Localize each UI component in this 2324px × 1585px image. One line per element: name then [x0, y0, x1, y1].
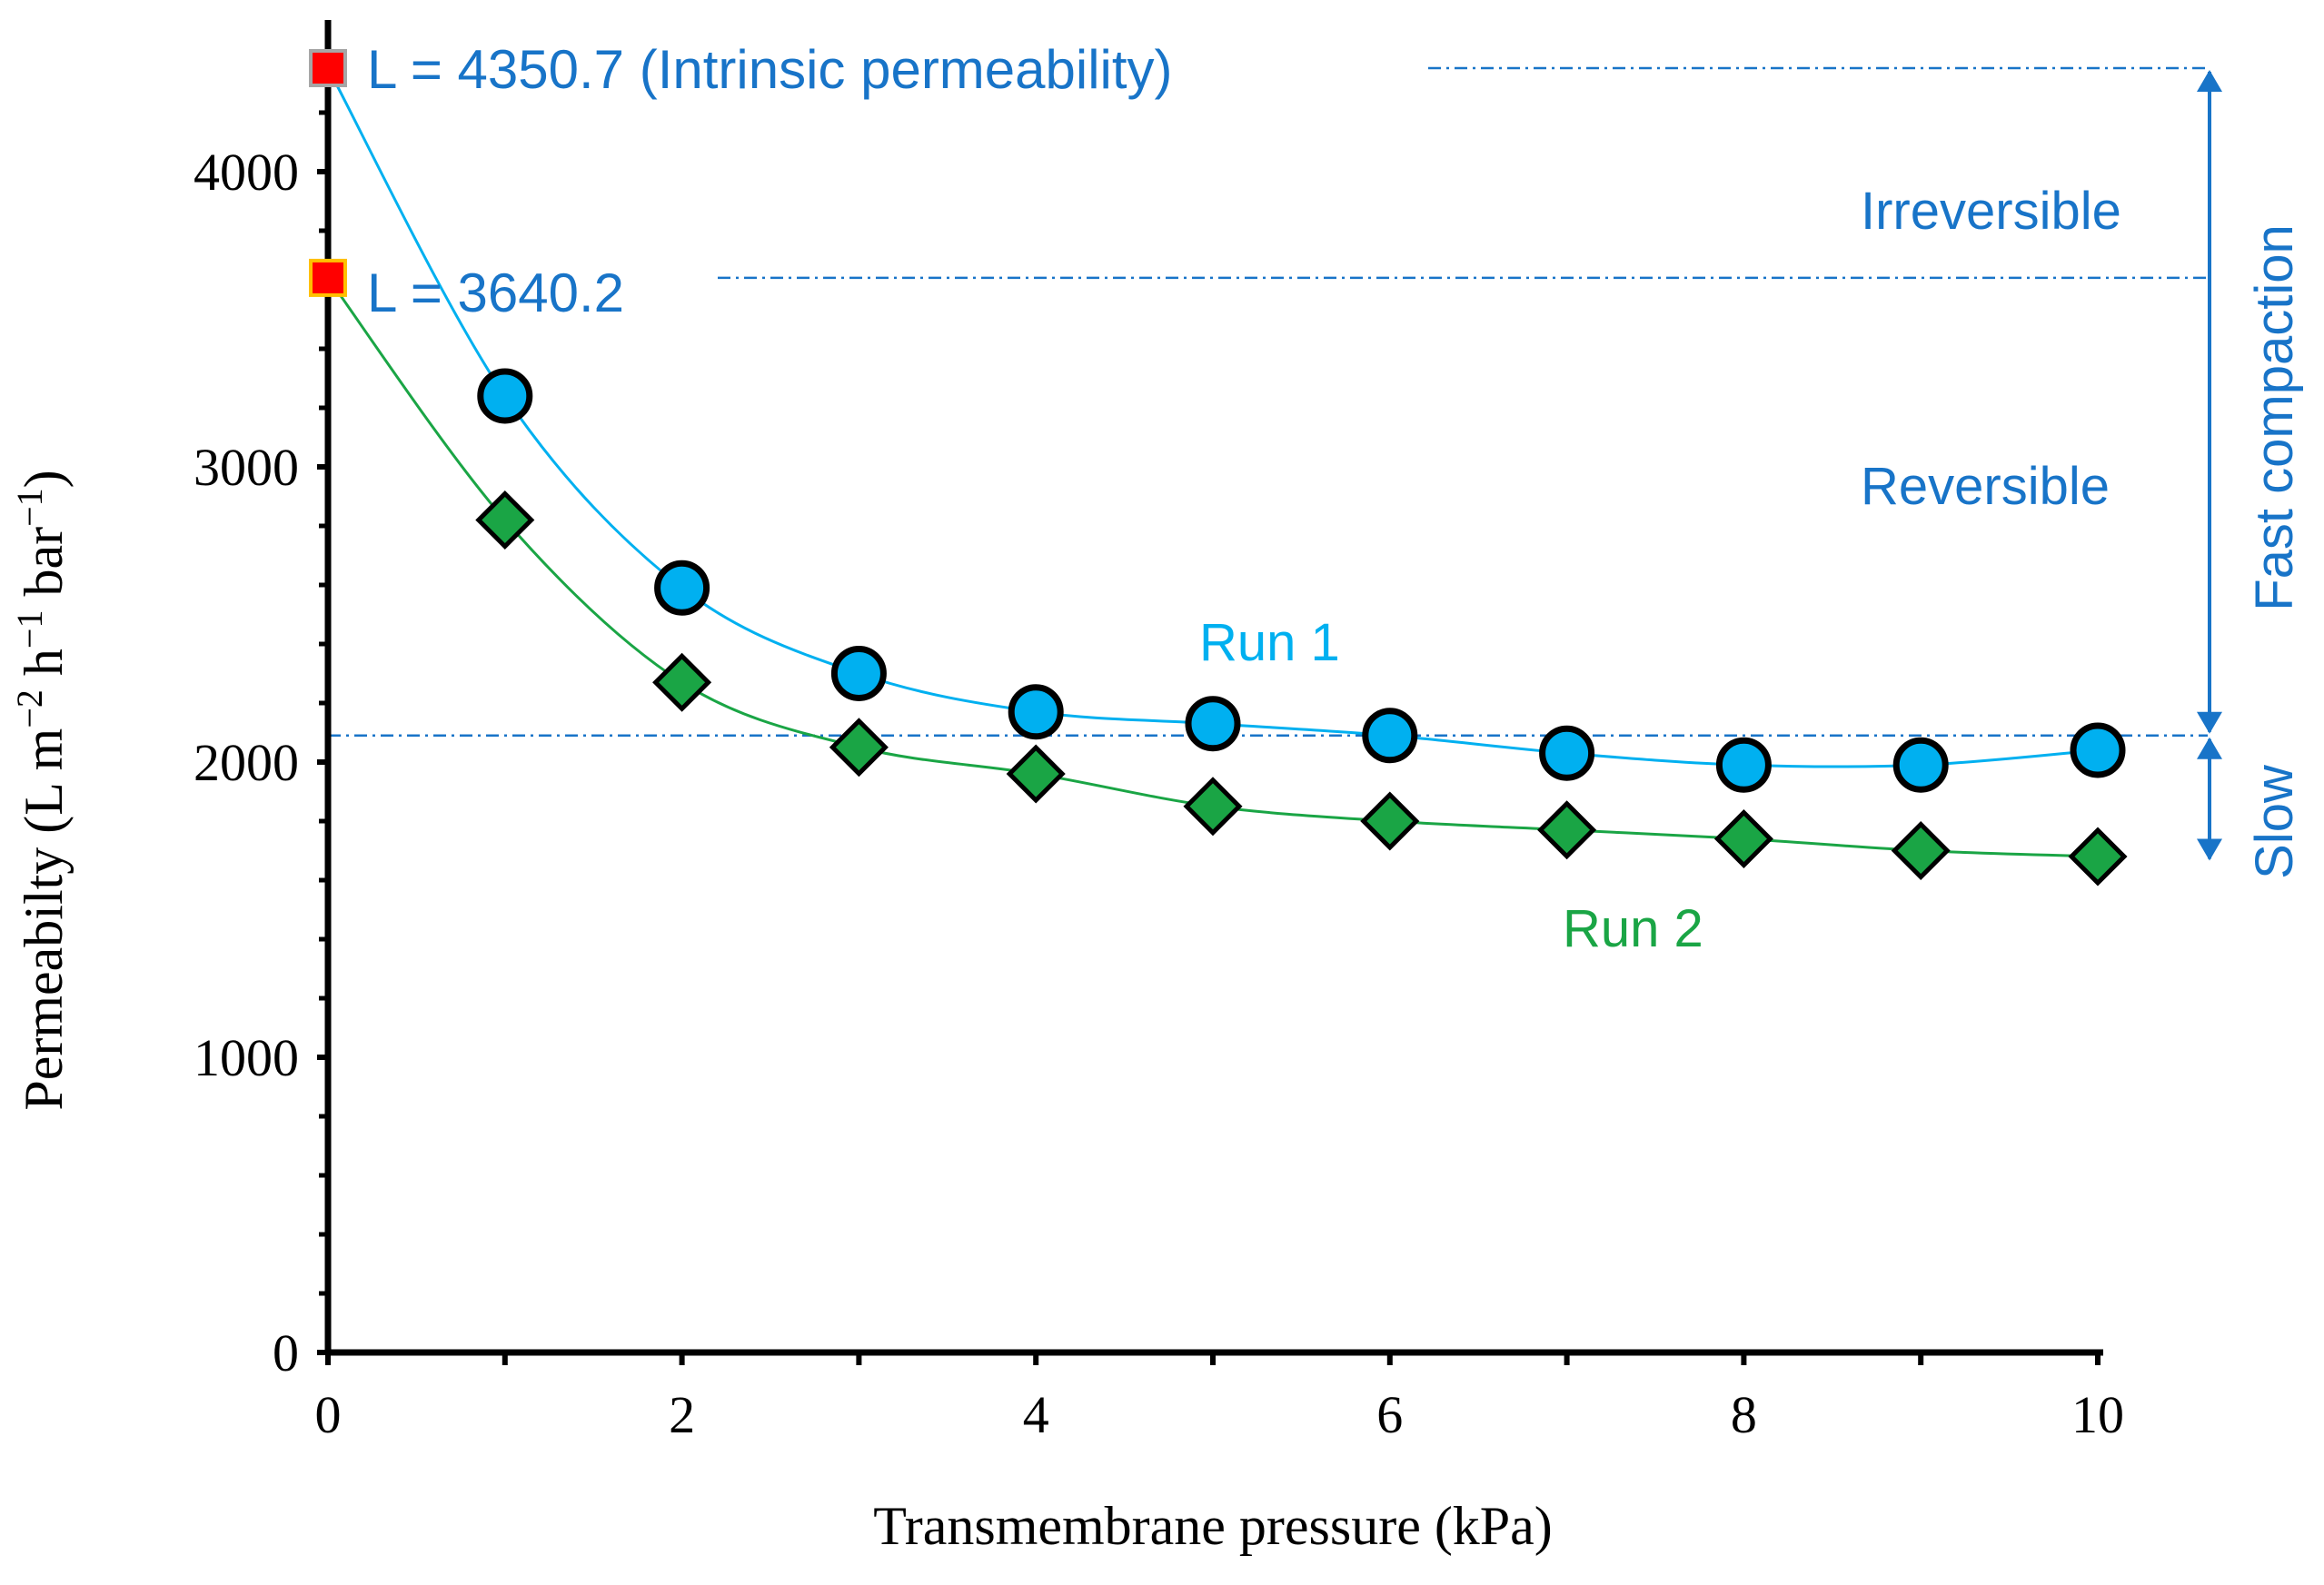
irreversible-label: Irreversible	[1861, 182, 2121, 241]
reversible-label: Reversible	[1861, 457, 2110, 516]
run2-point	[652, 652, 712, 712]
x-tick-label: 8	[1731, 1385, 1757, 1444]
y-tick-label: 1000	[194, 1028, 299, 1087]
run2-point	[2068, 827, 2128, 887]
y-axis-label-part: bar	[14, 527, 74, 610]
y-tick-label: 3000	[194, 438, 299, 497]
y-ticks: 0 1000 2000 3000 4000	[194, 51, 328, 1382]
run1-point	[1362, 708, 1418, 764]
run1-label: Run 1	[1199, 613, 1340, 672]
fast-arrow-top	[2197, 70, 2222, 92]
run1-point	[1715, 737, 1772, 793]
run2-point	[1537, 800, 1597, 860]
run1-point	[1008, 684, 1064, 740]
run2-point	[475, 490, 535, 550]
run1-point	[1539, 725, 1595, 781]
x-tick-label: 0	[315, 1385, 342, 1444]
run2-fit-curve	[326, 277, 2099, 858]
y-tick-label: 0	[273, 1323, 299, 1382]
intercept-markers	[309, 49, 347, 297]
y-axis-label-part: h	[14, 649, 74, 689]
run1-point	[477, 368, 533, 424]
data-points	[475, 368, 2128, 887]
y-axis-label-part: −2	[9, 689, 50, 728]
run2-point	[1360, 791, 1420, 851]
run2-label: Run 2	[1563, 899, 1703, 958]
y-axis-label-part: −1	[9, 610, 50, 649]
reference-lines	[328, 66, 2208, 737]
x-ticks: 0 2 4 6 8 10	[315, 1352, 2124, 1444]
intercept-square	[309, 258, 347, 297]
axes: 0 1000 2000 3000 4000 0 2 4 6 8 10	[194, 20, 2124, 1444]
run2-point	[1183, 777, 1243, 837]
x-tick-label: 6	[1376, 1385, 1403, 1444]
run2-point	[829, 718, 889, 778]
x-tick-label: 4	[1023, 1385, 1049, 1444]
slow-label: Slow	[2245, 764, 2304, 879]
x-axis-label: Transmembrane pressure (kPa)	[873, 1496, 1553, 1556]
run2-point	[1891, 820, 1951, 881]
run1-point	[2070, 722, 2126, 778]
y-tick-label: 4000	[194, 143, 299, 202]
run1-point	[1185, 696, 1241, 752]
intercept-square	[309, 49, 347, 87]
slow-arrow-bottom	[2197, 838, 2222, 861]
y-axis-label-part: )	[14, 470, 74, 488]
intrinsic-permeability-label: L = 4350.7 (Intrinsic permeability)	[367, 39, 1173, 100]
x-tick-label: 2	[669, 1385, 695, 1444]
run2-point	[1713, 808, 1773, 869]
compaction-brackets	[2197, 70, 2222, 861]
y-axis-label-part: −1	[9, 488, 50, 527]
y-axis-label: Permeabilty (L m−2 h−1 bar−1)	[9, 470, 74, 1110]
intercept-3640-label: L = 3640.2	[367, 263, 624, 323]
run1-point	[654, 560, 710, 616]
slow-arrow-top	[2197, 737, 2222, 759]
y-axis-label-part: Permeabilty (L m	[14, 728, 74, 1111]
run1-point	[830, 645, 887, 701]
fast-compaction-label: Fast compaction	[2245, 224, 2304, 611]
fast-arrow-bottom	[2197, 711, 2222, 734]
run1-point	[1892, 737, 1949, 793]
y-tick-label: 2000	[194, 733, 299, 792]
run2-point	[1006, 744, 1066, 804]
x-tick-label: 10	[2071, 1385, 2124, 1444]
